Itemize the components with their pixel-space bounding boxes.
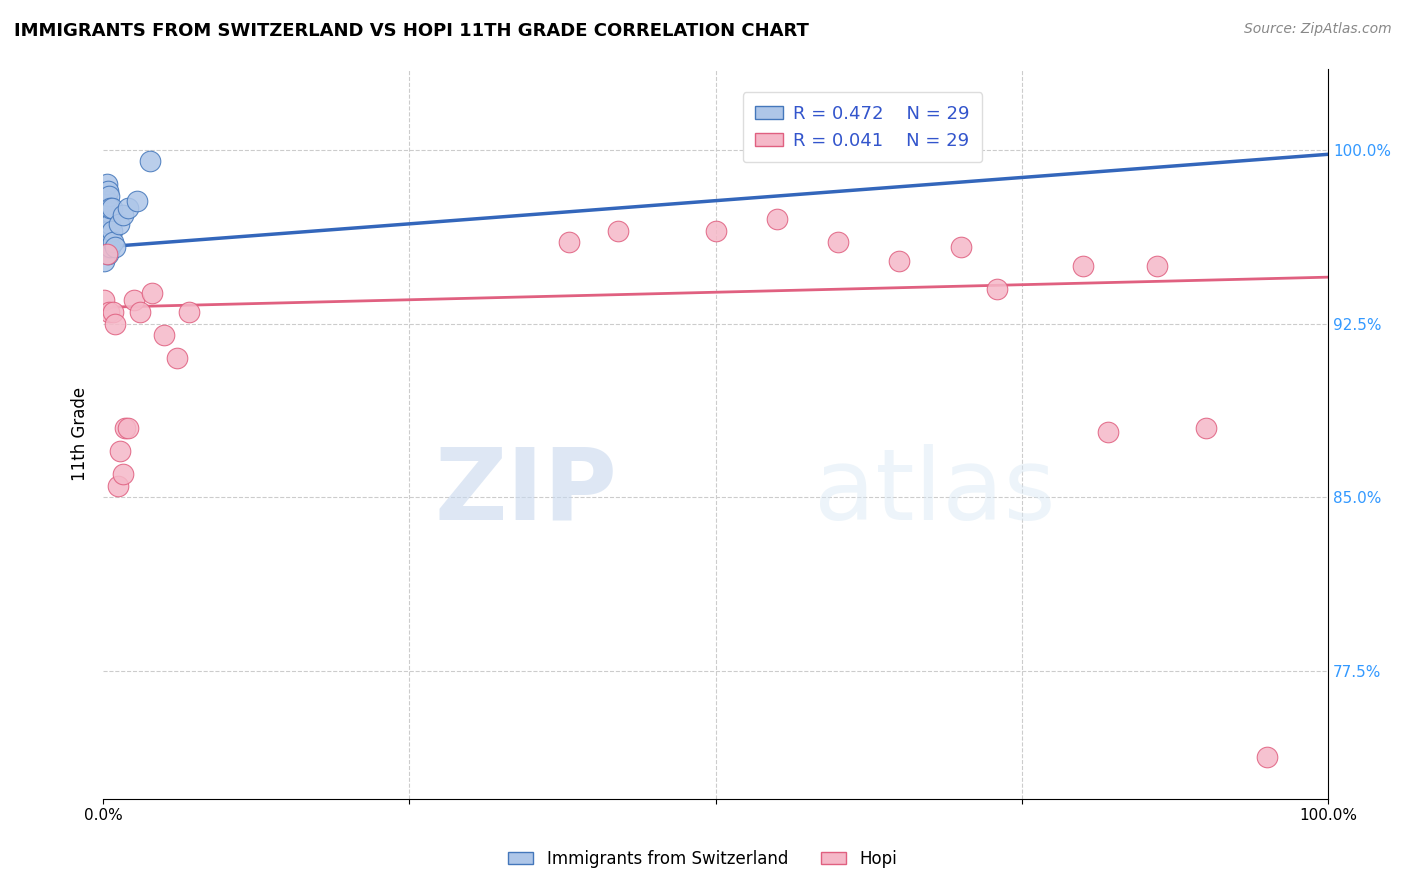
Point: [114, 421, 136, 435]
Point: [141, 286, 163, 301]
Point: [108, 217, 131, 231]
Legend: Immigrants from Switzerland, Hopi: Immigrants from Switzerland, Hopi: [502, 844, 904, 875]
Point: [97, 247, 120, 261]
Text: atlas: atlas: [814, 443, 1056, 541]
Point: [949, 240, 972, 254]
Point: [97, 185, 120, 199]
Point: [1194, 421, 1216, 435]
Point: [98, 205, 121, 219]
Point: [606, 224, 628, 238]
Point: [96, 217, 118, 231]
Point: [107, 479, 129, 493]
Point: [100, 201, 122, 215]
Point: [766, 212, 789, 227]
Point: [177, 305, 200, 319]
Point: [889, 254, 911, 268]
Point: [100, 217, 122, 231]
Point: [704, 224, 727, 238]
Point: [122, 293, 145, 308]
Text: ZIP: ZIP: [434, 443, 617, 541]
Point: [96, 240, 118, 254]
Point: [127, 194, 149, 208]
Point: [97, 201, 120, 215]
Point: [93, 293, 115, 308]
Point: [827, 235, 849, 250]
Point: [1146, 259, 1168, 273]
Point: [111, 208, 134, 222]
Point: [100, 201, 122, 215]
Point: [138, 154, 160, 169]
Point: [557, 235, 579, 250]
Point: [98, 189, 121, 203]
Point: [1097, 425, 1119, 440]
Point: [111, 467, 134, 482]
Point: [166, 351, 188, 366]
Point: [93, 254, 115, 268]
Point: [110, 444, 132, 458]
Point: [104, 240, 127, 254]
Text: Source: ZipAtlas.com: Source: ZipAtlas.com: [1244, 22, 1392, 37]
Point: [94, 194, 117, 208]
Point: [117, 421, 139, 435]
Text: IMMIGRANTS FROM SWITZERLAND VS HOPI 11TH GRADE CORRELATION CHART: IMMIGRANTS FROM SWITZERLAND VS HOPI 11TH…: [14, 22, 808, 40]
Point: [97, 224, 120, 238]
Point: [96, 247, 118, 261]
Point: [100, 224, 122, 238]
Point: [101, 235, 124, 250]
Point: [93, 208, 115, 222]
Point: [101, 305, 124, 319]
Y-axis label: 11th Grade: 11th Grade: [72, 386, 89, 481]
Point: [100, 240, 122, 254]
Point: [93, 231, 115, 245]
Point: [1071, 259, 1094, 273]
Point: [94, 212, 117, 227]
Point: [1256, 750, 1278, 764]
Point: [96, 194, 118, 208]
Point: [128, 305, 150, 319]
Point: [98, 305, 121, 319]
Point: [153, 328, 176, 343]
Point: [117, 201, 139, 215]
Legend: R = 0.472    N = 29, R = 0.041    N = 29: R = 0.472 N = 29, R = 0.041 N = 29: [742, 92, 983, 162]
Point: [104, 317, 127, 331]
Point: [94, 235, 117, 250]
Point: [98, 228, 121, 243]
Point: [96, 178, 118, 192]
Point: [986, 282, 1008, 296]
